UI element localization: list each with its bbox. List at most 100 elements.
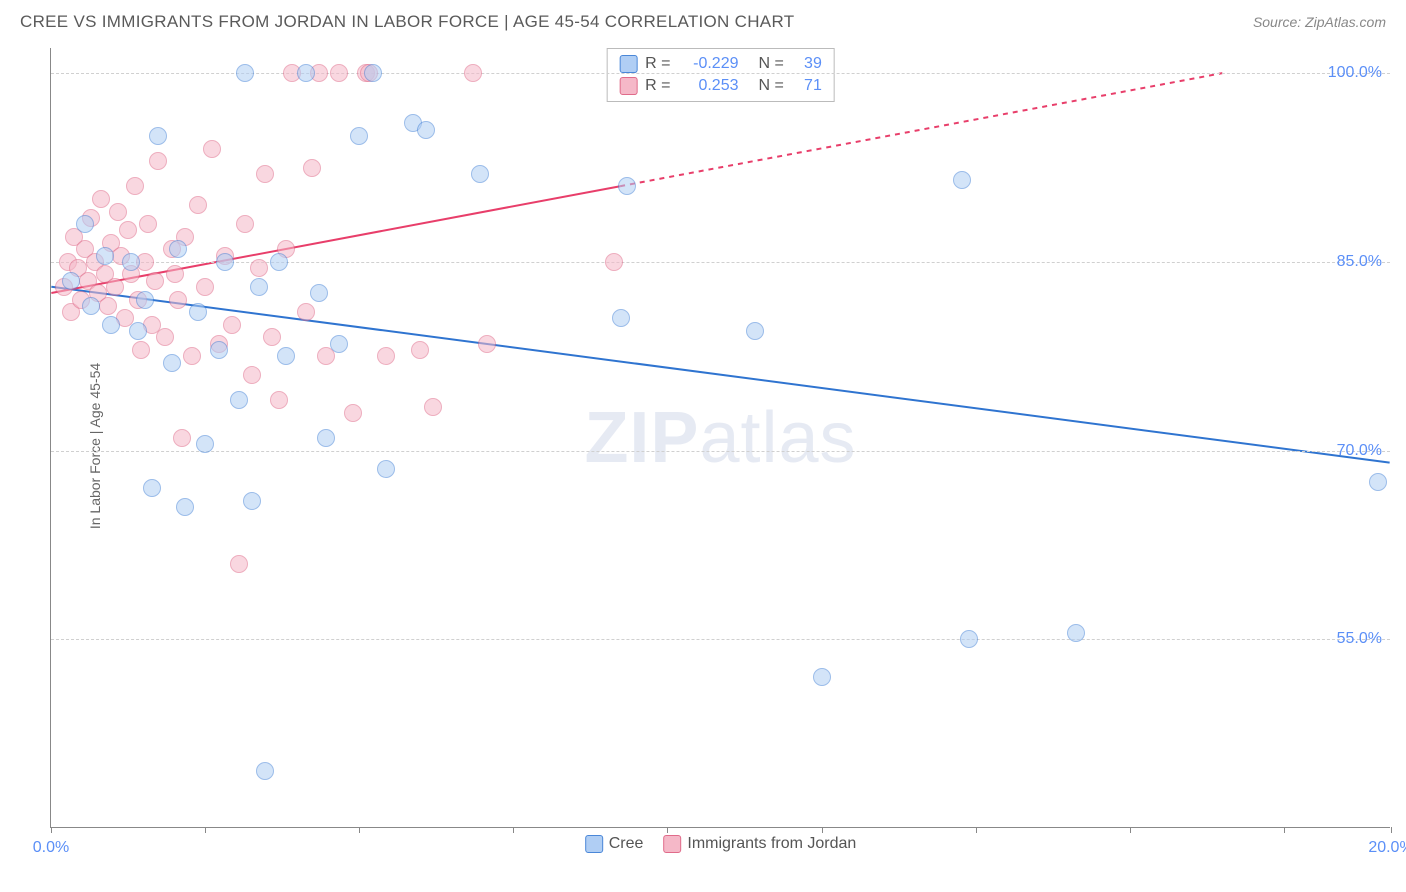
data-point <box>377 460 395 478</box>
data-point <box>183 347 201 365</box>
data-point <box>122 253 140 271</box>
data-point <box>129 322 147 340</box>
x-tick <box>1391 827 1392 833</box>
x-tick <box>513 827 514 833</box>
x-tick <box>359 827 360 833</box>
data-point <box>236 64 254 82</box>
data-point <box>317 429 335 447</box>
data-point <box>471 165 489 183</box>
data-point <box>196 278 214 296</box>
data-point <box>297 64 315 82</box>
legend-swatch <box>585 835 603 853</box>
data-point <box>166 265 184 283</box>
data-point <box>746 322 764 340</box>
data-point <box>250 259 268 277</box>
x-tick <box>822 827 823 833</box>
x-tick <box>976 827 977 833</box>
source-attribution: Source: ZipAtlas.com <box>1253 14 1386 30</box>
x-tick <box>51 827 52 833</box>
data-point <box>236 215 254 233</box>
data-point <box>119 221 137 239</box>
watermark: ZIPatlas <box>584 397 856 479</box>
data-point <box>270 253 288 271</box>
data-point <box>76 215 94 233</box>
y-tick-label: 55.0% <box>1337 630 1382 648</box>
data-point <box>149 127 167 145</box>
data-point <box>230 555 248 573</box>
data-point <box>223 316 241 334</box>
data-point <box>139 215 157 233</box>
data-point <box>203 140 221 158</box>
data-point <box>256 165 274 183</box>
y-tick-label: 70.0% <box>1337 442 1382 460</box>
data-point <box>411 341 429 359</box>
r-value: 0.253 <box>679 77 739 95</box>
data-point <box>96 247 114 265</box>
data-point <box>424 398 442 416</box>
x-tick-label: 0.0% <box>33 839 69 857</box>
data-point <box>136 291 154 309</box>
data-point <box>243 366 261 384</box>
legend-swatch <box>619 55 637 73</box>
data-point <box>270 391 288 409</box>
legend-row: R =0.253N =71 <box>619 75 822 97</box>
data-point <box>230 391 248 409</box>
data-point <box>303 159 321 177</box>
data-point <box>1369 473 1387 491</box>
scatter-chart: ZIPatlas R =-0.229N =39R =0.253N =71 Cre… <box>50 48 1390 828</box>
legend-swatch <box>619 77 637 95</box>
legend-row: R =-0.229N =39 <box>619 53 822 75</box>
n-value: 71 <box>792 77 822 95</box>
correlation-legend: R =-0.229N =39R =0.253N =71 <box>606 48 835 102</box>
data-point <box>1067 624 1085 642</box>
data-point <box>169 240 187 258</box>
data-point <box>960 630 978 648</box>
data-point <box>364 64 382 82</box>
y-tick-label: 100.0% <box>1328 64 1382 82</box>
data-point <box>132 341 150 359</box>
x-tick <box>205 827 206 833</box>
x-tick <box>667 827 668 833</box>
legend-swatch <box>663 835 681 853</box>
trend-lines <box>51 48 1390 827</box>
data-point <box>618 177 636 195</box>
series-legend: Cree Immigrants from Jordan <box>585 835 857 853</box>
legend-label: Immigrants from Jordan <box>687 835 856 853</box>
chart-title: CREE VS IMMIGRANTS FROM JORDAN IN LABOR … <box>20 12 794 32</box>
data-point <box>196 435 214 453</box>
x-tick-label: 20.0% <box>1368 839 1406 857</box>
data-point <box>92 190 110 208</box>
data-point <box>330 335 348 353</box>
data-point <box>478 335 496 353</box>
gridline <box>51 639 1390 640</box>
data-point <box>210 341 228 359</box>
data-point <box>62 272 80 290</box>
data-point <box>99 297 117 315</box>
data-point <box>173 429 191 447</box>
data-point <box>813 668 831 686</box>
data-point <box>377 347 395 365</box>
data-point <box>310 284 328 302</box>
legend-item: Cree <box>585 835 644 853</box>
data-point <box>243 492 261 510</box>
data-point <box>143 479 161 497</box>
n-label: N = <box>759 77 784 95</box>
data-point <box>256 762 274 780</box>
data-point <box>146 272 164 290</box>
legend-item: Immigrants from Jordan <box>663 835 856 853</box>
data-point <box>612 309 630 327</box>
data-point <box>163 354 181 372</box>
data-point <box>189 303 207 321</box>
data-point <box>417 121 435 139</box>
data-point <box>263 328 281 346</box>
data-point <box>350 127 368 145</box>
data-point <box>176 498 194 516</box>
chart-header: CREE VS IMMIGRANTS FROM JORDAN IN LABOR … <box>0 0 1406 40</box>
data-point <box>126 177 144 195</box>
n-label: N = <box>759 55 784 73</box>
r-value: -0.229 <box>679 55 739 73</box>
data-point <box>250 278 268 296</box>
data-point <box>297 303 315 321</box>
data-point <box>464 64 482 82</box>
x-tick <box>1284 827 1285 833</box>
